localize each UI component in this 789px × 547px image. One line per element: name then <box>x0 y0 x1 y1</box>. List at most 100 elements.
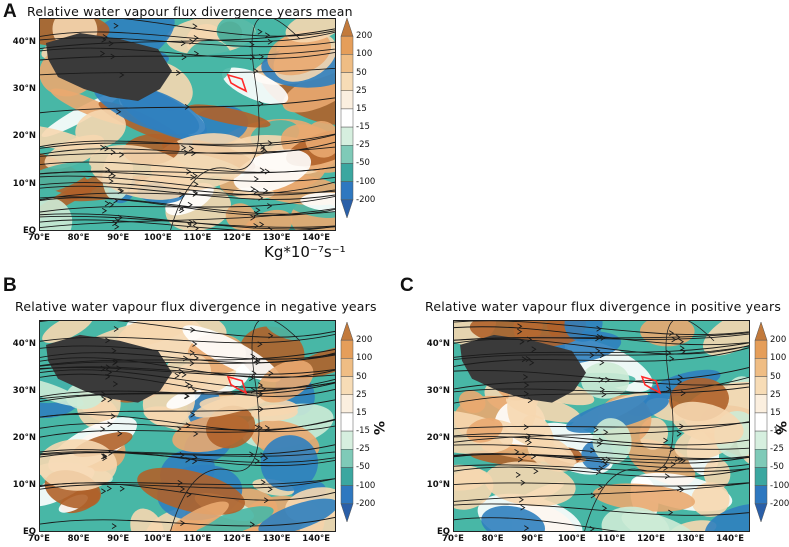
streamline-arrow <box>680 390 686 397</box>
colorbar-segment <box>754 339 768 359</box>
field-patch <box>257 360 314 403</box>
field-patch <box>627 439 696 486</box>
streamline <box>40 399 335 418</box>
lon-tick-label: 130°E <box>262 233 291 243</box>
streamline-arrow <box>267 38 273 45</box>
colorbar-segment <box>340 358 354 377</box>
streamline-arrow <box>599 352 605 359</box>
streamline-arrow <box>193 50 200 57</box>
streamline <box>40 47 335 60</box>
streamline-arrow <box>598 484 604 491</box>
streamline <box>40 419 335 431</box>
colorbar-level-label: 100 <box>770 353 787 364</box>
colorbar-level-label: 50 <box>356 371 367 382</box>
streamline-arrow <box>119 188 125 194</box>
streamline-arrow <box>268 370 274 377</box>
streamline-arrow <box>186 491 192 498</box>
streamline-arrow <box>100 144 106 151</box>
streamline-arrow <box>524 382 530 388</box>
streamline-arrow <box>119 485 125 492</box>
streamline-arrow <box>517 323 523 330</box>
map-plot <box>453 320 750 532</box>
colorbar-segment <box>340 35 354 55</box>
streamline-arrow <box>102 455 108 461</box>
streamline-arrow <box>596 334 603 340</box>
streamline-arrow <box>108 40 114 47</box>
streamline-arrow <box>105 364 111 371</box>
field-svg <box>454 321 749 531</box>
colorbar-segment <box>340 126 354 146</box>
streamline-arrow <box>117 430 123 437</box>
colorbar-segment <box>754 430 768 450</box>
streamline-arrow <box>520 479 526 486</box>
colorbar-segment <box>340 467 354 486</box>
streamline <box>454 342 749 358</box>
colorbar-level-label: -15 <box>356 426 370 437</box>
study-region-outline <box>226 73 248 93</box>
lat-tick-label: EQ <box>22 527 36 537</box>
streamline-arrow <box>187 201 193 208</box>
streamline-arrow <box>600 335 606 341</box>
streamline-arrow <box>523 374 529 380</box>
field-patch <box>258 498 335 531</box>
field-patch <box>206 405 256 449</box>
streamline <box>40 31 335 42</box>
streamline-arrow <box>526 439 532 446</box>
map-plot <box>39 18 336 231</box>
streamline-arrow <box>250 214 256 221</box>
field-patch <box>691 482 730 517</box>
streamline-arrow <box>664 473 670 480</box>
streamline-arrow <box>258 391 264 397</box>
streamline-arrow <box>101 453 107 460</box>
streamline <box>40 357 335 379</box>
colorbar-segment <box>340 163 354 182</box>
study-region-outline <box>640 375 662 395</box>
lat-tick-label: 10°N <box>426 479 450 490</box>
lon-tick-label: 110°E <box>183 233 212 243</box>
lon-tick-label: 80°E <box>67 534 90 544</box>
streamline <box>454 376 749 404</box>
colorbar-level-label: -15 <box>356 122 370 133</box>
streamline-arrow <box>193 225 199 230</box>
panel-title: Relative water vapour flux divergence ye… <box>27 4 353 19</box>
lat-tick-label: 30°N <box>12 84 36 94</box>
streamline <box>40 451 335 463</box>
streamline-arrow <box>104 200 110 207</box>
streamline-arrow <box>192 23 198 30</box>
colorbar-level-label: -100 <box>356 176 376 187</box>
lon-tick-label: 140°E <box>302 534 331 544</box>
study-region-outline <box>226 375 248 395</box>
streamline-arrow <box>598 376 604 383</box>
colorbar-segment <box>340 108 354 128</box>
colorbar-level-label: 15 <box>356 103 367 114</box>
streamline-arrow <box>184 393 190 400</box>
streamline <box>40 37 335 48</box>
streamline <box>454 466 749 478</box>
streamline-arrow <box>267 203 273 209</box>
streamline-arrow <box>108 171 114 177</box>
field-patch <box>130 508 164 531</box>
streamline-arrow <box>184 381 190 388</box>
field-svg <box>40 19 335 230</box>
streamline <box>40 208 335 229</box>
colorbar-level-label: 25 <box>356 85 367 96</box>
streamline-arrow <box>249 451 255 458</box>
streamline-arrow <box>599 386 605 393</box>
streamline-arrow <box>191 388 197 394</box>
streamline-arrow <box>264 32 271 39</box>
streamline-arrow <box>180 40 186 47</box>
streamline-arrow <box>110 53 116 60</box>
field-patch <box>621 511 700 531</box>
field-svg <box>40 321 335 531</box>
streamline-arrow <box>674 456 680 462</box>
colorbar-segment <box>340 17 354 37</box>
streamline-arrow <box>101 396 107 402</box>
lat-tick-label: 20°N <box>426 432 450 443</box>
lat-tick-label: 10°N <box>12 479 36 490</box>
lon-tick-label: 90°E <box>107 233 130 243</box>
unit-label: Kg*10⁻⁷s⁻¹ <box>264 243 346 261</box>
streamline <box>40 171 335 182</box>
streamline <box>40 354 335 367</box>
streamline <box>40 97 335 114</box>
streamline-arrow <box>101 207 108 214</box>
